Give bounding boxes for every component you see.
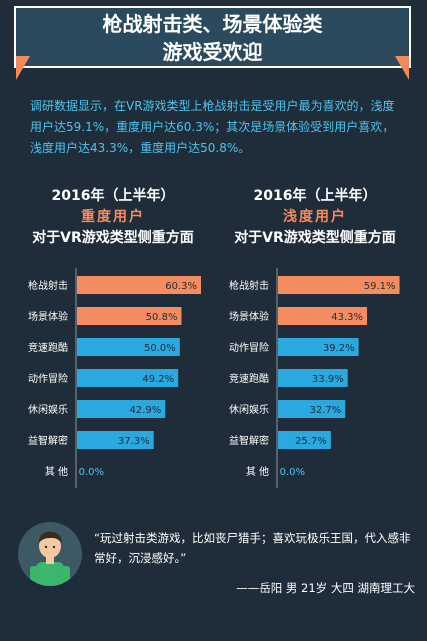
panel-segment: 浅度用户 — [283, 209, 347, 225]
value-label: 50.8% — [146, 312, 178, 323]
category-label: 益智解密 — [28, 434, 68, 447]
value-label: 43.3% — [331, 312, 363, 323]
panel-subtitle: 对于VR游戏类型侧重方面 — [234, 230, 396, 246]
page-title-line2: 游戏受欢迎 — [162, 40, 263, 64]
category-label: 枪战射击 — [28, 279, 68, 292]
category-label: 动作冒险 — [28, 372, 68, 385]
page-title-line1: 枪战射击类、场景体验类 — [102, 12, 323, 36]
bar — [77, 400, 166, 418]
title-banner: 枪战射击类、场景体验类 游戏受欢迎 — [14, 6, 411, 80]
bar — [278, 400, 346, 418]
panel-heading-light: 2016年（上半年） 浅度用户 对于VR游戏类型侧重方面 — [220, 186, 410, 249]
value-label: 42.9% — [129, 405, 161, 416]
quote-text: “玩过射击类游戏，比如丧尸猎手；喜欢玩极乐王国，代入感非常好，沉浸感好。” — [94, 531, 411, 565]
bar — [77, 307, 182, 325]
category-label: 动作冒险 — [229, 341, 269, 354]
value-label: 60.3% — [165, 281, 197, 292]
panel-year: 2016年（上半年） — [253, 188, 377, 204]
bar — [77, 431, 154, 449]
value-label: 37.3% — [118, 436, 150, 447]
value-label: 32.7% — [309, 405, 341, 416]
intro-paragraph: 调研数据显示，在VR游戏类型上枪战射击是受用户最为喜欢的，浅度用户达59.1%，… — [30, 99, 395, 155]
value-label: 0.0% — [79, 467, 104, 478]
panel-subtitle: 对于VR游戏类型侧重方面 — [32, 230, 194, 246]
panel-heading-heavy: 2016年（上半年） 重度用户 对于VR游戏类型侧重方面 — [18, 186, 208, 249]
panel-segment: 重度用户 — [81, 209, 145, 225]
bar — [278, 307, 368, 325]
value-label: 49.2% — [142, 374, 174, 385]
panel-year: 2016年（上半年） — [51, 188, 175, 204]
value-label: 59.1% — [364, 281, 396, 292]
avatar — [18, 522, 82, 586]
value-label: 33.9% — [312, 374, 344, 385]
quote-section: “玩过射击类游戏，比如丧尸猎手；喜欢玩极乐王国，代入感非常好，沉浸感好。” ——… — [0, 506, 427, 641]
quote-author: ——岳阳 男 21岁 大四 湖南理工大 — [236, 581, 415, 595]
category-label: 益智解密 — [229, 434, 269, 447]
category-label: 枪战射击 — [229, 279, 269, 292]
category-label: 其 他 — [246, 465, 269, 478]
category-label: 场景体验 — [28, 310, 68, 323]
value-label: 0.0% — [280, 467, 305, 478]
value-label: 25.7% — [295, 436, 327, 447]
banner-corner-left — [16, 56, 30, 80]
value-label: 50.0% — [144, 343, 176, 354]
bar — [278, 369, 348, 387]
category-label: 场景体验 — [229, 310, 269, 323]
bar — [77, 338, 180, 356]
category-label: 其 他 — [45, 465, 68, 478]
bar — [278, 431, 331, 449]
category-label: 竞速跑酷 — [229, 372, 269, 385]
bar — [278, 338, 359, 356]
category-label: 休闲娱乐 — [229, 403, 269, 416]
bar-chart-heavy-users: 枪战射击 60.3% 场景体验 50.8% 竞速跑酷 50.0% 动作冒险 49.2% 休闲娱乐… — [28, 268, 201, 488]
user-avatar-icon — [30, 531, 70, 586]
bar — [77, 276, 201, 294]
category-label: 休闲娱乐 — [28, 403, 68, 416]
bar-chart-light-users: 枪战射击 59.1% 场景体验 43.3% 动作冒险 39.2% 竞速跑酷 33.9% 休闲娱乐… — [229, 268, 400, 488]
banner-corner-right — [395, 56, 409, 80]
value-label: 39.2% — [323, 343, 355, 354]
category-label: 竞速跑酷 — [28, 341, 68, 354]
bar — [77, 369, 179, 387]
bar — [278, 276, 400, 294]
